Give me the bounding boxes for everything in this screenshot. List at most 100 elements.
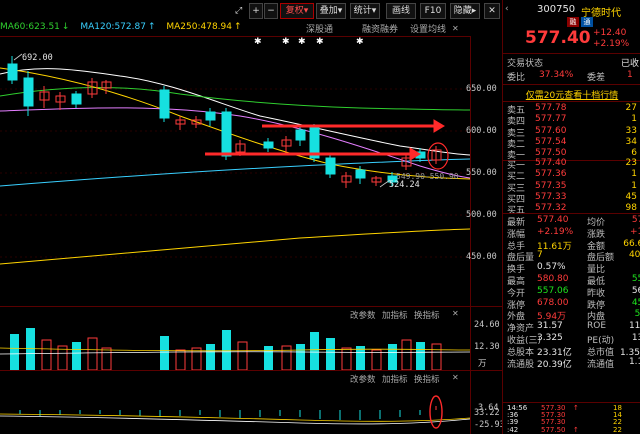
- stat-value: 1.35万: [619, 347, 640, 358]
- stat-value: 580.80: [537, 274, 569, 284]
- close-icon[interactable]: ✕: [484, 3, 500, 19]
- candle: [309, 124, 320, 162]
- tab-ma-settings[interactable]: 设置均线: [410, 25, 447, 35]
- overlay-button[interactable]: 叠加▾: [316, 3, 346, 19]
- divider: [0, 370, 502, 371]
- stat-label: 今开: [507, 288, 526, 299]
- vol-add-indicator[interactable]: 加指标: [382, 311, 408, 321]
- macd-edit-params[interactable]: 改参数: [350, 375, 376, 385]
- tick-row: 14:56 577.30 ↑ 18: [503, 405, 640, 412]
- chevron-left-icon[interactable]: ‹: [505, 4, 509, 14]
- candle: [87, 78, 98, 98]
- order-volume: 6: [631, 148, 637, 159]
- stat-row: 涨停 678.00 跌停 452: [503, 298, 640, 311]
- buy-order-row: 买二 577.36 1: [503, 169, 640, 182]
- candle: [101, 80, 112, 94]
- macd-plot[interactable]: [0, 384, 470, 434]
- order-price: 577.33: [535, 191, 567, 202]
- candle: [23, 71, 34, 116]
- zoom-in-button[interactable]: +: [249, 3, 263, 19]
- sell-order-row: 卖二 577.54 34: [503, 136, 640, 150]
- quote-panel: ‹ 300750 宁德时代 融 通 577.40 +12.40 +2.19% 交…: [502, 0, 640, 434]
- price-axis-tick: 650.00: [466, 84, 497, 94]
- stat-label: 流通值: [587, 359, 615, 370]
- tab-margin-trading[interactable]: 融资融券: [362, 25, 399, 35]
- candle: [159, 86, 170, 122]
- order-level-label: 卖四: [507, 117, 526, 128]
- expand-icon[interactable]: ⤢: [235, 6, 243, 16]
- vol-change-indicator[interactable]: 换指标: [414, 311, 440, 321]
- tab-shenguotong[interactable]: 深股通: [306, 25, 334, 35]
- stat-value: 556: [631, 274, 640, 284]
- stat-row: 今开 557.06 昨收 565: [503, 285, 640, 299]
- candle: [263, 138, 274, 152]
- candle: [71, 91, 82, 108]
- up-arrow-icon: ↑: [147, 22, 156, 32]
- order-price: 577.40: [535, 158, 567, 168]
- sell-order-row: 卖四 577.77 1: [503, 114, 640, 128]
- chevron-down-icon: ▾: [337, 6, 343, 16]
- order-volume: 1: [631, 180, 637, 191]
- sell-order-row: 卖五 577.78 27: [503, 103, 640, 116]
- f10-button[interactable]: F10: [420, 3, 446, 19]
- order-volume: 33: [625, 125, 637, 136]
- level2-promo-link[interactable]: 仅需20元查看十档行情: [525, 91, 619, 101]
- stat-label: 总股本: [507, 347, 535, 358]
- overlay-label: 叠加: [319, 6, 338, 16]
- zoom-out-button[interactable]: −: [264, 3, 278, 19]
- stat-value: 577.40: [537, 215, 569, 225]
- highlight-ellipse: [429, 395, 443, 429]
- stat-value: 5.94万: [537, 312, 567, 323]
- macd-change-indicator[interactable]: 换指标: [414, 375, 440, 385]
- candle: [7, 56, 18, 84]
- order-volume: 1: [631, 169, 637, 180]
- price-change-pct: +2.19%: [593, 39, 630, 49]
- order-volume: 45: [625, 191, 637, 202]
- order-volume: 23: [625, 158, 637, 168]
- close-icon[interactable]: ✕: [452, 309, 459, 318]
- macd-add-indicator[interactable]: 加指标: [382, 375, 408, 385]
- order-price: 577.35: [535, 180, 567, 191]
- draw-line-button[interactable]: 画线: [386, 3, 416, 19]
- buy-order-row: 买四 577.33 45: [503, 191, 640, 205]
- annotation-arrow-lower: [205, 147, 421, 161]
- tick-direction: ↑: [573, 404, 579, 412]
- close-icon[interactable]: ✕: [452, 373, 459, 382]
- kline-chart-area[interactable]: + − 复权▾ 叠加▾ 统计▾ 画线 F10 隐藏▸ ✕ ⤢ MA60:623.…: [0, 0, 505, 434]
- tick-direction: ↑: [573, 425, 579, 434]
- stat-label: 最新: [507, 218, 526, 228]
- stat-label: ROE: [587, 321, 607, 332]
- tick-volume: 18: [613, 404, 622, 412]
- close-icon[interactable]: ✕: [452, 24, 459, 33]
- stat-value: +12: [630, 226, 640, 237]
- divider: [503, 53, 640, 54]
- stat-value: 3.325: [537, 333, 563, 343]
- stat-value: 130: [631, 333, 640, 343]
- stat-value: 66.63: [623, 238, 640, 249]
- order-volume: 34: [625, 136, 637, 147]
- statistics-button[interactable]: 统计▾: [350, 3, 380, 19]
- buy-order-row: 买一 577.40 23: [503, 158, 640, 171]
- vol-edit-params[interactable]: 改参数: [350, 311, 376, 321]
- macd-axis-tick: 3.64: [478, 403, 499, 413]
- stat-value: 565: [631, 285, 640, 296]
- volume-plot[interactable]: [0, 320, 470, 370]
- candlestick-plot[interactable]: ✱ ✱ ✱ ✱ ✱: [0, 36, 470, 306]
- buy-order-row: 买五 577.32 98: [503, 203, 640, 216]
- ma-long-line: [0, 67, 470, 180]
- order-level-label: 买三: [507, 183, 526, 194]
- stat-value: 20.39亿: [537, 359, 572, 370]
- trade-status-label: 交易状态: [507, 59, 544, 69]
- event-marker-icon: ✱: [316, 37, 324, 47]
- order-price: 577.54: [535, 136, 567, 147]
- stat-label: 涨跌: [587, 229, 606, 240]
- candle: [295, 126, 306, 146]
- order-price: 577.77: [535, 114, 567, 125]
- hide-button[interactable]: 隐藏▸: [450, 3, 480, 19]
- stock-code: 300750: [537, 4, 576, 15]
- stat-row: 最高 580.80 最低 556: [503, 274, 640, 287]
- adjust-price-button[interactable]: 复权▾: [280, 3, 314, 19]
